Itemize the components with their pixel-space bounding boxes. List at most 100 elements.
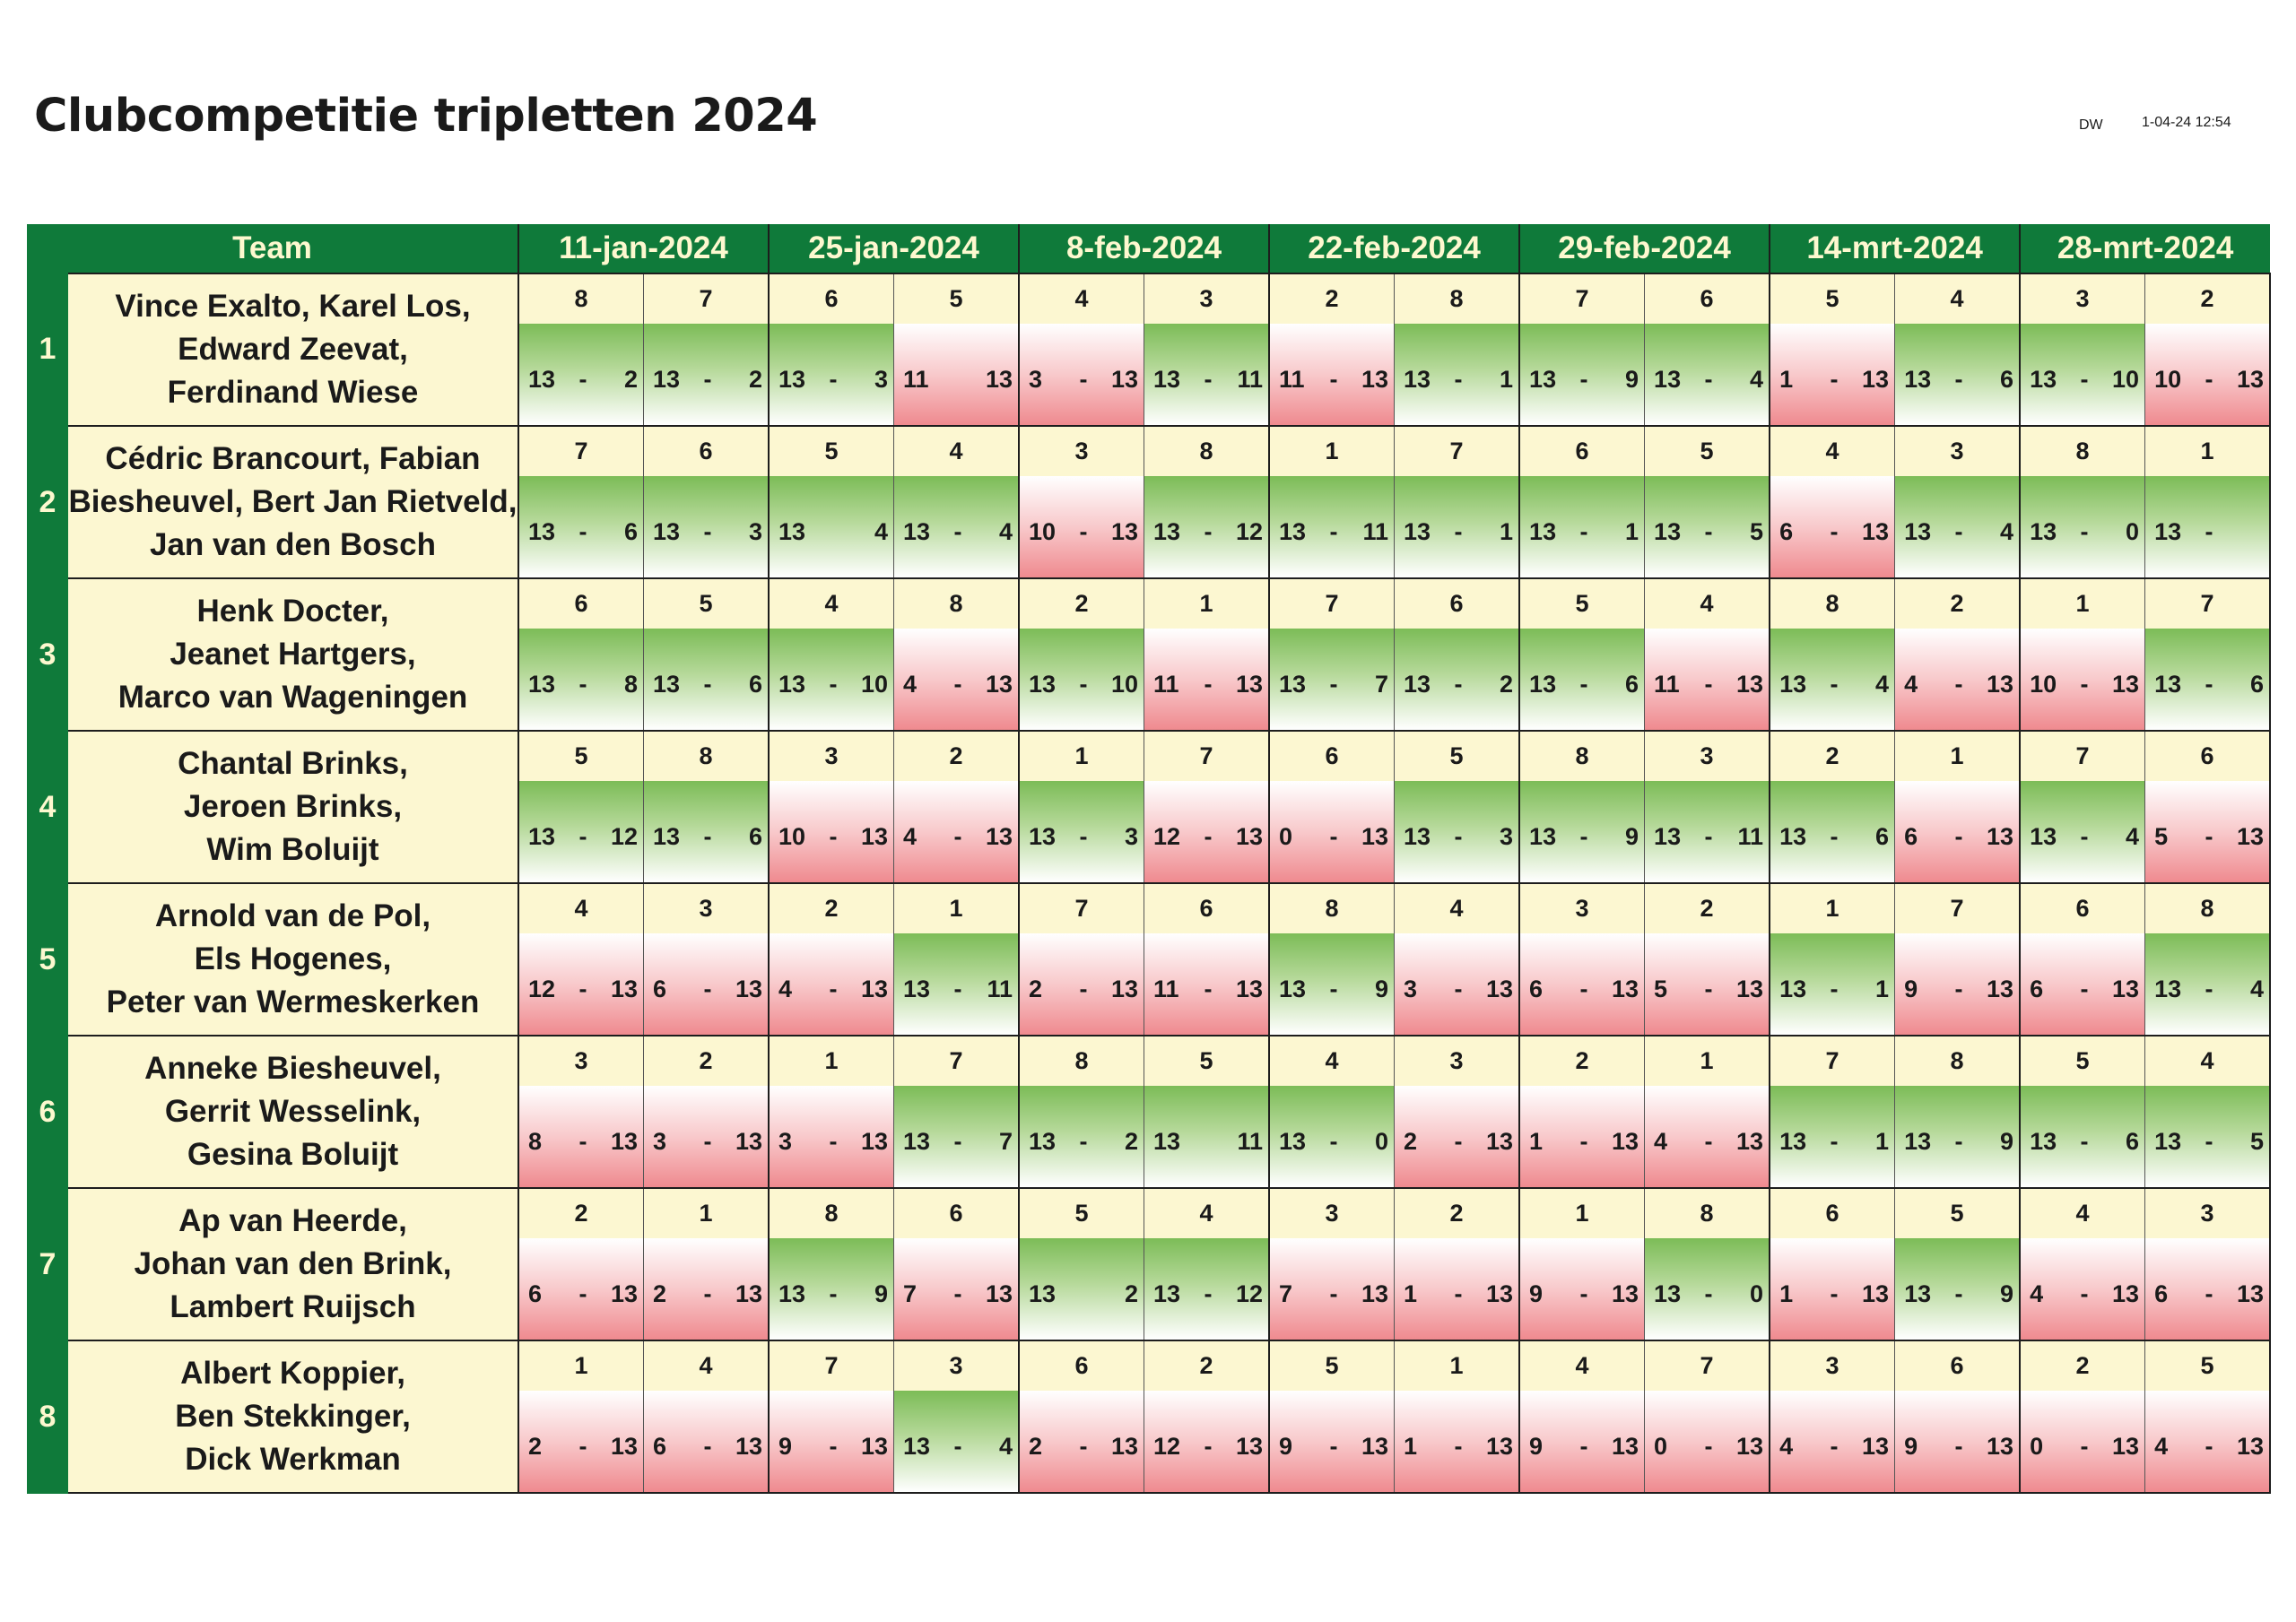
team-number: 7	[27, 1188, 68, 1341]
opponent-number: 7	[517, 425, 644, 476]
match-score: 13- 0	[1268, 1086, 1395, 1189]
opponent-number: 4	[2019, 1187, 2145, 1238]
opponent-number: 8	[643, 730, 769, 781]
match-score: 4 -13	[1894, 629, 2021, 732]
score-own: 13	[528, 366, 556, 393]
match-score: 7 -13	[1268, 1238, 1395, 1341]
match-score: 6 -13	[643, 1391, 769, 1494]
match-score: 1 -13	[1394, 1391, 1520, 1494]
score-opponent: 4	[2250, 976, 2265, 1002]
opponent-number: 1	[768, 1035, 894, 1086]
opponent-number: 3	[1144, 273, 1270, 324]
score-opponent: 13	[985, 366, 1013, 393]
score-separator: -	[1830, 1433, 1839, 1460]
score-separator: -	[2205, 671, 2213, 698]
opponent-number: 3	[643, 882, 769, 933]
opponent-number: 4	[1644, 577, 1770, 629]
score-own: 0	[1279, 823, 1293, 850]
score-separator: -	[1204, 671, 1213, 698]
opponent-number: 8	[2019, 425, 2145, 476]
score-opponent: 1	[1625, 518, 1639, 545]
score-separator: -	[953, 671, 962, 698]
score-opponent: 13	[1235, 1433, 1263, 1460]
opponent-number: 1	[1518, 1187, 1645, 1238]
score-opponent: 13	[1611, 1433, 1639, 1460]
match-score: 13- 4	[893, 1391, 1020, 1494]
team-players: Anneke Biesheuvel, Gerrit Wesselink, Gesin…	[68, 1035, 519, 1189]
score-opponent: 12	[610, 823, 638, 850]
match-score: 13- 1	[1518, 476, 1645, 579]
opponent-number: 6	[893, 1187, 1020, 1238]
score-separator: -	[1704, 976, 1713, 1002]
match-score: 13- 6	[643, 781, 769, 884]
match-score: 1 -13	[1394, 1238, 1520, 1341]
team-number: 4	[27, 731, 68, 884]
score-own: 13	[778, 1280, 806, 1307]
score-own: 13	[2030, 823, 2057, 850]
score-opponent: 13	[1987, 671, 2014, 698]
score-separator: -	[829, 976, 838, 1002]
score-opponent: 0	[1374, 1128, 1389, 1155]
score-opponent: 13	[1611, 976, 1639, 1002]
match-score: 1 -13	[1518, 1086, 1645, 1189]
score-opponent: 13	[985, 1280, 1013, 1307]
match-score: 13- 9	[768, 1238, 894, 1341]
team-players: Chantal Brinks, Jeroen Brinks, Wim Boluijt	[68, 730, 519, 884]
score-opponent: 13	[1862, 1433, 1890, 1460]
opponent-number: 8	[1644, 1187, 1770, 1238]
score-separator: -	[2205, 1128, 2213, 1155]
score-opponent: 2	[1499, 671, 1514, 698]
match-score: 13- 2	[517, 324, 644, 427]
match-score: 1 -13	[1769, 324, 1895, 427]
match-score: 6 -13	[1769, 476, 1895, 579]
score-own: 13	[1654, 366, 1682, 393]
opponent-number: 2	[893, 730, 1020, 781]
score-own: 6	[2154, 1280, 2169, 1307]
score-own: 9	[1529, 1433, 1544, 1460]
team-score-row: 13-2 13-2 13-3 11 13 3-13 13-11 11-13 13-1 13-9 13…	[27, 324, 2272, 427]
team-number: 8	[27, 1340, 68, 1494]
score-opponent: 11	[1237, 366, 1263, 393]
score-own: 13	[778, 671, 806, 698]
match-score: 8 -13	[517, 1086, 644, 1189]
score-separator: -	[1830, 976, 1839, 1002]
score-separator: -	[1204, 823, 1213, 850]
score-separator: -	[1579, 1280, 1588, 1307]
score-opponent: 11	[1362, 518, 1389, 545]
score-separator: -	[1830, 823, 1839, 850]
opponent-number: 6	[1144, 882, 1270, 933]
match-score: 13- 0	[1644, 1238, 1770, 1341]
opponent-number: 4	[768, 577, 894, 629]
opponent-number: 7	[1518, 273, 1645, 324]
player-line: Cédric Brancourt, Fabian	[105, 441, 481, 476]
match-score: 2 -13	[1018, 933, 1144, 1037]
score-own: 6	[1529, 976, 1544, 1002]
score-separator: -	[1954, 671, 1963, 698]
score-opponent: 6	[748, 671, 762, 698]
opponent-number: 1	[1144, 577, 1270, 629]
score-own: 13	[1779, 823, 1807, 850]
score-opponent: 4	[998, 518, 1013, 545]
score-opponent: 6	[1875, 823, 1890, 850]
score-opponent: 2	[748, 366, 762, 393]
score-separator: -	[1579, 518, 1588, 545]
opponent-number: 6	[1018, 1340, 1144, 1391]
score-separator: -	[1079, 1433, 1088, 1460]
score-opponent: 13	[2237, 1433, 2265, 1460]
match-score: 13- 1	[1769, 933, 1895, 1037]
score-separator: -	[1204, 1433, 1213, 1460]
score-separator: -	[829, 1128, 838, 1155]
opponent-number: 2	[517, 1187, 644, 1238]
team-opponent-row: 5 Arnold van de Pol, Els Hogenes, Peter van…	[27, 882, 2272, 1037]
score-own: 13	[1904, 1128, 1932, 1155]
opponent-number: 5	[517, 730, 644, 781]
match-score: 10-13	[768, 781, 894, 884]
match-score: 4 -13	[893, 781, 1020, 884]
opponent-number: 7	[1644, 1340, 1770, 1391]
score-separator: -	[1954, 1128, 1963, 1155]
score-own: 13	[903, 976, 931, 1002]
match-score: 13- 6	[517, 476, 644, 579]
opponent-number: 1	[643, 1187, 769, 1238]
score-separator: -	[953, 1280, 962, 1307]
print-timestamp: 1-04-24 12:54	[2142, 115, 2231, 130]
